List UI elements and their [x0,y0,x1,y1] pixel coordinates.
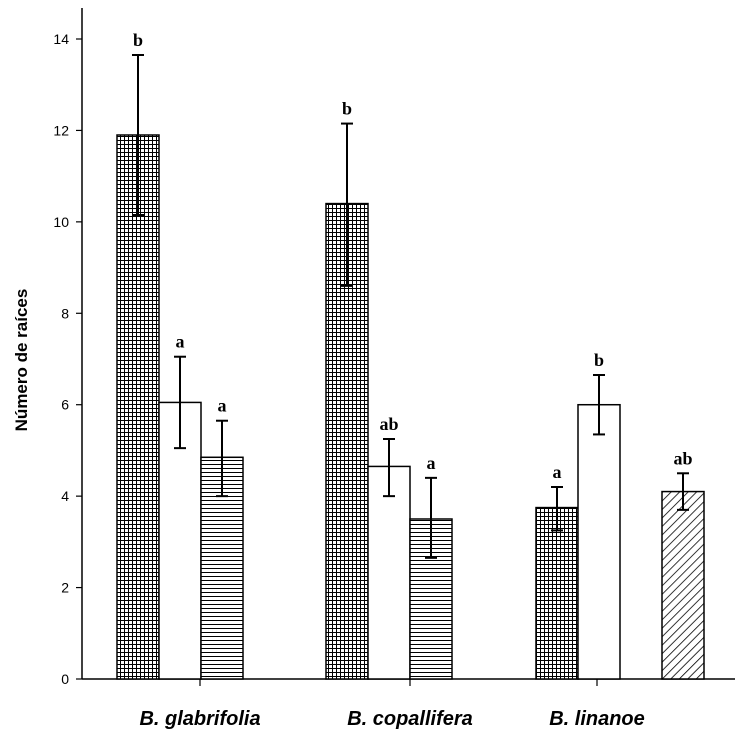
bar [116,134,160,680]
x-category-label: B. linanoe [549,708,645,730]
significance-label: a [553,462,562,482]
y-tick-label: 12 [53,122,69,138]
y-tick-label: 14 [53,31,69,47]
significance-label: b [594,350,604,370]
y-tick-label: 8 [61,305,69,321]
y-tick-label: 4 [61,488,69,504]
bar [367,465,411,680]
bar [535,506,579,680]
significance-label: b [133,30,143,50]
significance-label: ab [379,414,398,434]
y-axis-label: Número de raíces [12,289,31,432]
significance-label: a [218,396,227,416]
bars [116,54,705,680]
y-tick-label: 10 [53,214,69,230]
x-category-label: B. copallifera [347,708,473,730]
y-tick-label: 0 [61,671,69,687]
significance-label: ab [673,448,692,468]
significance-label: a [176,332,185,352]
y-tick-label: 2 [61,580,69,596]
bar [325,202,369,680]
bar [661,490,705,680]
bar [577,403,621,680]
significance-label: b [342,99,352,119]
x-category-label: B. glabrifolia [139,708,260,730]
significance-label: a [427,453,436,473]
y-tick-label: 6 [61,397,69,413]
